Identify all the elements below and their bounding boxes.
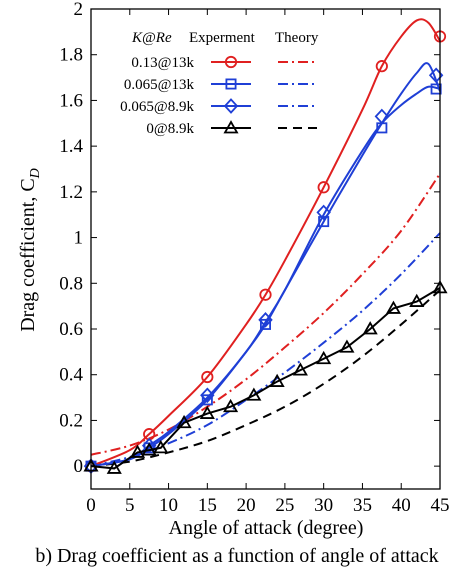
marker-triangle xyxy=(141,442,157,456)
figure-caption: b) Drag coefficient as a function of ang… xyxy=(35,545,439,567)
marker-circle xyxy=(259,288,272,301)
y-tick-label: 1.6 xyxy=(59,90,83,111)
marker-diamond xyxy=(223,98,239,114)
y-axis-label-sub: D xyxy=(28,168,43,179)
marker-triangle xyxy=(409,293,425,307)
legend-header-param: K@Re xyxy=(131,30,172,46)
marker-diamond xyxy=(316,204,331,221)
x-tick-label: 10 xyxy=(159,495,178,516)
y-tick-label: 1.2 xyxy=(59,182,83,203)
x-tick-label: 5 xyxy=(125,495,135,516)
marker-square xyxy=(430,83,442,95)
legend-label: 0.065@13k xyxy=(124,77,195,93)
x-tick-label: 30 xyxy=(314,495,333,516)
marker-triangle xyxy=(385,300,402,314)
drag-coefficient-chart: 0 5 10 15 20 25 30 35 40 45 0 0.2 0.4 0.6 0.8 1 1.2 1.4 1.… xyxy=(17,0,450,539)
marker-diamond xyxy=(141,437,157,454)
x-tick-label: 45 xyxy=(431,495,450,516)
marker-circle xyxy=(224,55,238,69)
x-axis-label: Angle of attack (degree) xyxy=(169,517,364,539)
legend-label: 0@8.9k xyxy=(146,121,194,137)
y-axis-label: Drag coefficient, CD xyxy=(17,168,43,332)
theory-line-0 xyxy=(90,173,441,456)
axes: 0 5 10 15 20 25 30 35 40 45 0 0.2 0.4 0.6 0.8 1 1.2 1.4 1.… xyxy=(59,0,449,516)
y-tick-label: 1.4 xyxy=(59,136,83,157)
y-tick-label: 0.6 xyxy=(59,319,83,340)
x-tick-label: 20 xyxy=(237,495,256,516)
y-tick-label: 0.8 xyxy=(59,273,83,294)
theory-line-2 xyxy=(90,289,441,468)
marker-triangle xyxy=(316,350,332,365)
theory-line-1 xyxy=(90,232,441,468)
experiment-line-2 xyxy=(90,85,441,468)
marker-triangle xyxy=(129,444,146,458)
marker-square xyxy=(201,394,213,406)
marker-triangle xyxy=(106,460,122,474)
legend-header-theory: Theory xyxy=(275,30,319,46)
marker-triangle xyxy=(199,405,215,419)
marker-triangle xyxy=(269,373,285,387)
experiment-line-0 xyxy=(90,18,441,468)
y-tick-label: 0.2 xyxy=(59,410,83,431)
marker-triangle xyxy=(246,387,262,401)
marker-triangle xyxy=(176,414,192,429)
experiment-line-1 xyxy=(90,62,441,468)
marker-square xyxy=(225,78,237,90)
marker-square xyxy=(259,318,271,330)
marker-triangle xyxy=(362,321,378,335)
plot-frame xyxy=(90,8,441,490)
x-tick-label: 0 xyxy=(86,495,96,516)
x-tick-label: 25 xyxy=(275,495,294,516)
marker-triangle xyxy=(153,440,169,454)
marker-circle xyxy=(201,370,214,384)
marker-triangle xyxy=(339,339,355,353)
legend-label: 0.13@13k xyxy=(131,55,194,71)
marker-triangle xyxy=(292,362,308,376)
x-tick-label: 40 xyxy=(392,495,411,516)
legend-label: 0.065@8.9k xyxy=(120,99,194,115)
x-tick-label: 15 xyxy=(198,495,217,516)
y-tick-label: 2 xyxy=(74,0,84,20)
y-axis-label-main: Drag coefficient, C xyxy=(17,178,39,331)
marker-diamond xyxy=(258,312,273,328)
marker-diamond xyxy=(200,387,215,404)
y-tick-label: 1.8 xyxy=(59,45,83,66)
y-tick-label: 1 xyxy=(74,228,84,249)
marker-diamond xyxy=(374,108,390,125)
marker-triangle xyxy=(223,398,239,413)
x-tick-label: 35 xyxy=(353,495,372,516)
y-tick-label: 0 xyxy=(74,456,84,477)
marker-circle xyxy=(375,60,388,73)
legend-header-experiment: Experment xyxy=(189,30,256,46)
marker-circle xyxy=(317,181,330,194)
y-tick-label: 0.4 xyxy=(59,365,83,386)
marker-triangle xyxy=(223,120,239,134)
legend: K@Re Experment Theory 0.13@13k 0.065@13k 0… xyxy=(120,30,319,137)
